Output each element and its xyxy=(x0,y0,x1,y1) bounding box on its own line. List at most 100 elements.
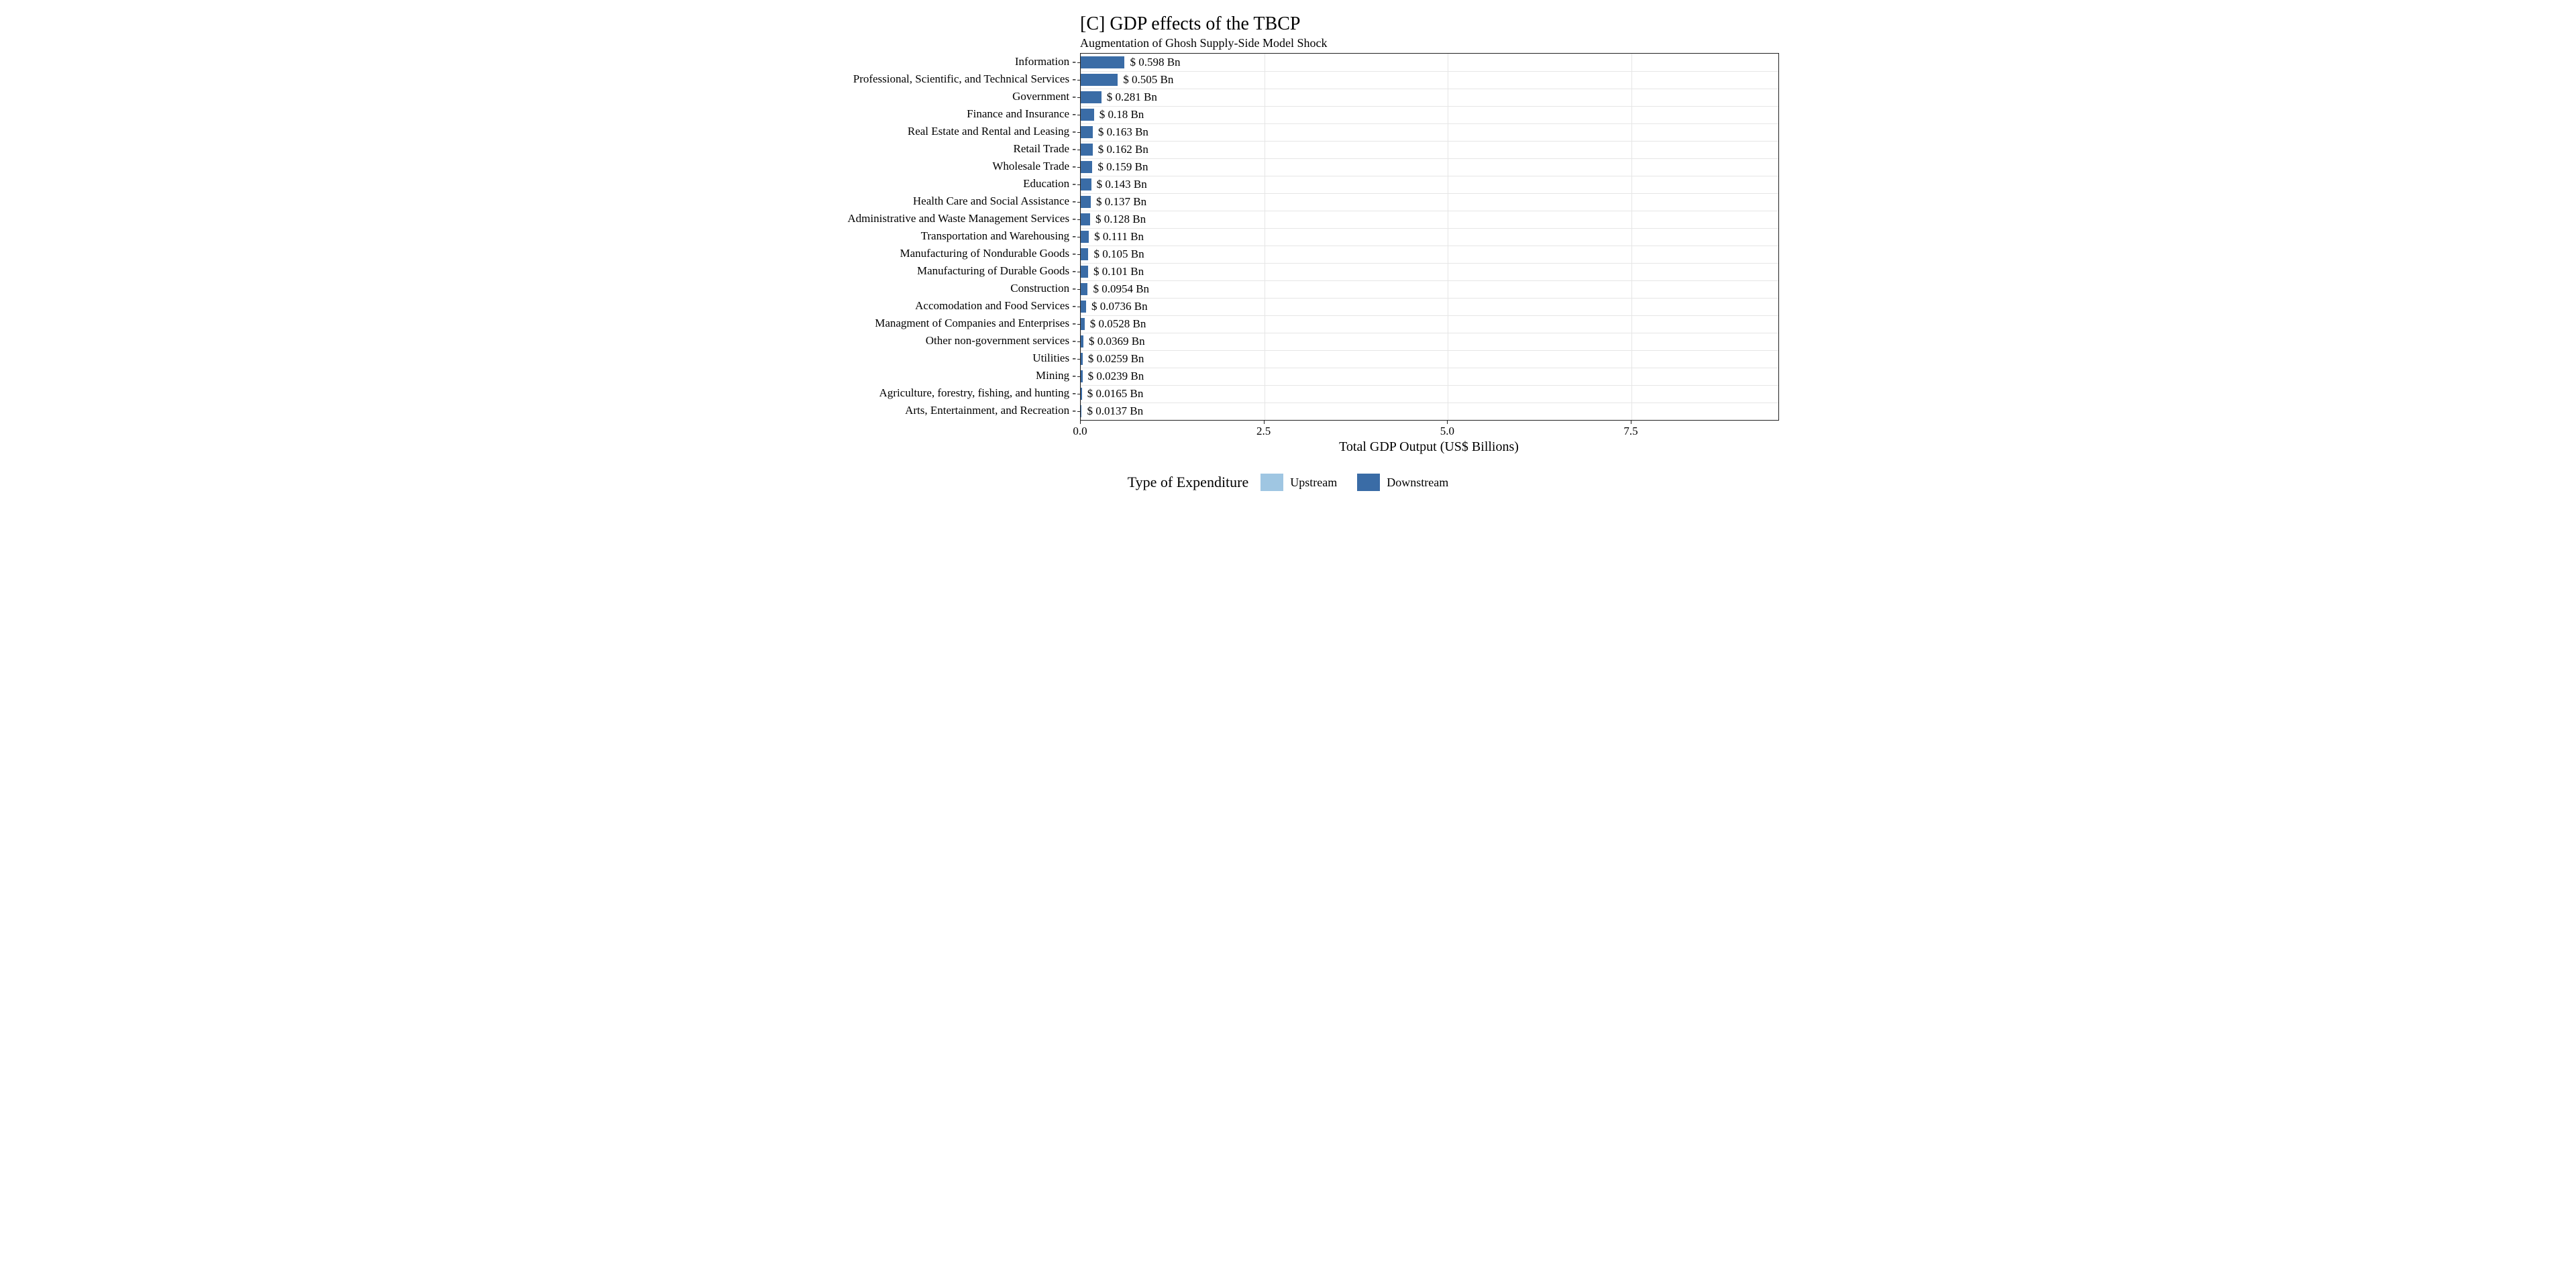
y-axis-category-label: Other non-government services - xyxy=(785,332,1080,350)
bar xyxy=(1081,318,1085,330)
y-axis-category-label: Transportation and Warehousing - xyxy=(785,227,1080,245)
y-axis-category-label: Health Care and Social Assistance - xyxy=(785,193,1080,210)
y-axis-category-label: Manufacturing of Durable Goods - xyxy=(785,262,1080,280)
bar-value-label: $ 0.159 Bn xyxy=(1097,158,1148,176)
bar xyxy=(1081,196,1091,208)
bar xyxy=(1081,283,1087,295)
bar xyxy=(1081,370,1083,382)
bar xyxy=(1081,301,1086,313)
legend-items: Upstream Downstream xyxy=(1260,474,1448,491)
x-tick-label: 5.0 xyxy=(1440,425,1454,438)
y-axis-labels: Information -Professional, Scientific, a… xyxy=(785,53,1080,421)
plot-and-labels: Information -Professional, Scientific, a… xyxy=(785,53,1791,421)
bar-value-label: $ 0.0165 Bn xyxy=(1087,385,1144,402)
y-axis-category-label: Accomodation and Food Services - xyxy=(785,297,1080,315)
grid-line-horizontal xyxy=(1081,263,1778,264)
bar xyxy=(1081,213,1090,225)
chart-container: [C] GDP effects of the TBCP Augmentation… xyxy=(785,13,1791,491)
grid-line-horizontal xyxy=(1081,402,1778,403)
y-axis-category-label: Agriculture, forestry, fishing, and hunt… xyxy=(785,384,1080,402)
y-axis-category-label: Administrative and Waste Management Serv… xyxy=(785,210,1080,227)
y-axis-category-label: Education - xyxy=(785,175,1080,193)
y-axis-category-label: Arts, Entertainment, and Recreation - xyxy=(785,402,1080,419)
y-axis-category-label: Managment of Companies and Enterprises - xyxy=(785,315,1080,332)
bar xyxy=(1081,231,1089,243)
bar-value-label: $ 0.162 Bn xyxy=(1098,141,1148,158)
x-tick-label: 7.5 xyxy=(1623,425,1638,438)
x-tick-mark xyxy=(1080,421,1081,424)
bar-value-label: $ 0.0259 Bn xyxy=(1088,350,1144,368)
bar xyxy=(1081,144,1093,156)
grid-line-horizontal xyxy=(1081,298,1778,299)
bar xyxy=(1081,266,1088,278)
bar-value-label: $ 0.18 Bn xyxy=(1099,106,1144,123)
bar-value-label: $ 0.137 Bn xyxy=(1096,193,1146,211)
y-axis-category-label: Mining - xyxy=(785,367,1080,384)
chart-title-block: [C] GDP effects of the TBCP Augmentation… xyxy=(1080,13,1791,50)
legend-label: Downstream xyxy=(1387,476,1448,490)
x-axis-ticks: 0.02.55.07.5 xyxy=(1080,421,1778,437)
bar-value-label: $ 0.0369 Bn xyxy=(1089,333,1145,350)
bar xyxy=(1081,248,1088,260)
legend-item: Downstream xyxy=(1357,474,1448,491)
bar xyxy=(1081,353,1083,365)
chart-subtitle: Augmentation of Ghosh Supply-Side Model … xyxy=(1080,36,1791,50)
legend-swatch xyxy=(1260,474,1283,491)
y-axis-category-label: Utilities - xyxy=(785,350,1080,367)
bar-value-label: $ 0.505 Bn xyxy=(1123,71,1173,89)
legend-title: Type of Expenditure xyxy=(1128,474,1249,491)
bar xyxy=(1081,56,1124,68)
grid-line-horizontal xyxy=(1081,193,1778,194)
x-tick-label: 2.5 xyxy=(1256,425,1271,438)
bar xyxy=(1081,74,1118,86)
grid-line-horizontal xyxy=(1081,158,1778,159)
grid-line-horizontal xyxy=(1081,315,1778,316)
grid-line-vertical xyxy=(1631,54,1632,420)
legend-item: Upstream xyxy=(1260,474,1337,491)
y-axis-category-label: Manufacturing of Nondurable Goods - xyxy=(785,245,1080,262)
bar-value-label: $ 0.143 Bn xyxy=(1097,176,1147,193)
x-tick-mark xyxy=(1447,421,1448,424)
grid-line-horizontal xyxy=(1081,71,1778,72)
bar xyxy=(1081,91,1102,103)
bar xyxy=(1081,109,1094,121)
y-axis-category-label: Professional, Scientific, and Technical … xyxy=(785,70,1080,88)
bar xyxy=(1081,178,1091,191)
y-axis-category-label: Government - xyxy=(785,88,1080,105)
bar-value-label: $ 0.128 Bn xyxy=(1095,211,1146,228)
bar-value-label: $ 0.281 Bn xyxy=(1107,89,1157,106)
bar xyxy=(1081,335,1083,347)
bar-value-label: $ 0.0736 Bn xyxy=(1091,298,1148,315)
legend: Type of Expenditure Upstream Downstream xyxy=(785,474,1791,491)
x-tick-label: 0.0 xyxy=(1073,425,1087,438)
bar-value-label: $ 0.0954 Bn xyxy=(1093,280,1149,298)
x-tick-mark xyxy=(1264,421,1265,424)
grid-line-horizontal xyxy=(1081,123,1778,124)
y-axis-category-label: Real Estate and Rental and Leasing - xyxy=(785,123,1080,140)
chart-title: [C] GDP effects of the TBCP xyxy=(1080,13,1791,35)
bar-value-label: $ 0.0239 Bn xyxy=(1088,368,1144,385)
grid-line-horizontal xyxy=(1081,280,1778,281)
bar-value-label: $ 0.598 Bn xyxy=(1130,54,1180,71)
y-axis-category-label: Retail Trade - xyxy=(785,140,1080,158)
grid-line-horizontal xyxy=(1081,350,1778,351)
y-axis-category-label: Construction - xyxy=(785,280,1080,297)
y-axis-category-label: Finance and Insurance - xyxy=(785,105,1080,123)
grid-line-horizontal xyxy=(1081,141,1778,142)
bar-value-label: $ 0.0137 Bn xyxy=(1087,402,1143,420)
y-axis-category-label: Wholesale Trade - xyxy=(785,158,1080,175)
x-axis-title: Total GDP Output (US$ Billions) xyxy=(1080,439,1778,455)
bar-value-label: $ 0.163 Bn xyxy=(1098,123,1148,141)
bar-value-label: $ 0.105 Bn xyxy=(1093,246,1144,263)
bar xyxy=(1081,161,1092,173)
legend-swatch xyxy=(1357,474,1380,491)
grid-line-horizontal xyxy=(1081,228,1778,229)
legend-label: Upstream xyxy=(1290,476,1337,490)
y-axis-category-label: Information - xyxy=(785,53,1080,70)
bar xyxy=(1081,388,1082,400)
grid-line-horizontal xyxy=(1081,106,1778,107)
bar-value-label: $ 0.111 Bn xyxy=(1094,228,1144,246)
bar-value-label: $ 0.0528 Bn xyxy=(1090,315,1146,333)
plot-area: $ 0.598 Bn$ 0.505 Bn$ 0.281 Bn$ 0.18 Bn$… xyxy=(1080,53,1779,421)
grid-line-horizontal xyxy=(1081,385,1778,386)
